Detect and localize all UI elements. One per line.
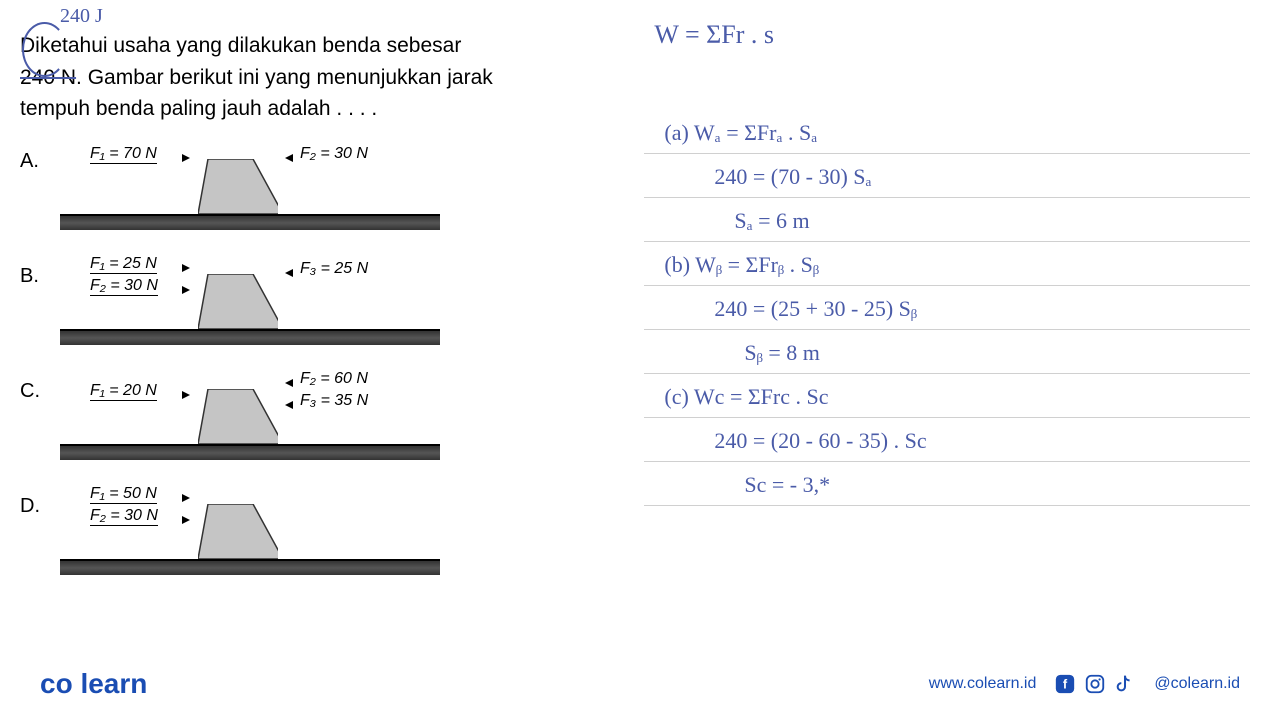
- trapezoid-c: [198, 389, 278, 444]
- diagram-a: F₁ = 70 N F₂ = 30 N: [60, 140, 440, 230]
- sol-b3: Sᵦ = 8 m: [644, 340, 1250, 374]
- ground-a: [60, 214, 440, 230]
- trapezoid-a: [198, 159, 278, 214]
- sol-c3: Sc = - 3,*: [644, 472, 1250, 506]
- social-icons: f: [1054, 673, 1136, 695]
- svg-text:f: f: [1063, 677, 1068, 692]
- q-line3: tempuh benda paling jauh adalah . . . .: [20, 97, 377, 120]
- tiktok-icon: [1114, 673, 1136, 695]
- footer-right: www.colearn.id f @colearn.id: [929, 673, 1240, 695]
- facebook-icon: f: [1054, 673, 1076, 695]
- force-b-f3: F₃ = 25 N: [300, 260, 368, 278]
- force-a-f1: F₁ = 70 N: [90, 145, 157, 164]
- footer-handle: @colearn.id: [1154, 675, 1240, 693]
- arrow-left-icon: [285, 150, 295, 168]
- top-annotation: 240 J: [60, 5, 103, 28]
- sol-a3: Sₐ = 6 m: [644, 208, 1250, 242]
- arrow-right-icon: [180, 512, 190, 530]
- option-c: C. F₁ = 20 N F₂ = 60 N F₃ = 35 N: [20, 370, 594, 460]
- ground-b: [60, 329, 440, 345]
- diagram-c: F₁ = 20 N F₂ = 60 N F₃ = 35 N: [60, 370, 440, 460]
- option-a-label: A.: [20, 140, 60, 173]
- force-c-f2: F₂ = 60 N: [300, 370, 368, 388]
- trapezoid-d: [198, 504, 278, 559]
- sol-c1: (c) Wc = ΣFrc . Sc: [644, 384, 1250, 418]
- circle-annotation: [22, 22, 67, 77]
- sol-a2: 240 = (70 - 30) Sₐ: [644, 164, 1250, 198]
- arrow-right-icon: [180, 490, 190, 508]
- q-line1: Diketahui usaha yang dilakukan benda seb…: [20, 34, 461, 57]
- force-b-f1: F₁ = 25 N: [90, 255, 157, 274]
- sol-c2: 240 = (20 - 60 - 35) . Sc: [644, 428, 1250, 462]
- trapezoid-b: [198, 274, 278, 329]
- arrow-left-icon: [285, 375, 295, 393]
- footer: co learn www.colearn.id f @colearn.id: [0, 668, 1280, 700]
- option-a: A. F₁ = 70 N F₂ = 30 N: [20, 140, 594, 230]
- right-panel: W = ΣFr . s (a) Wₐ = ΣFrₐ . Sₐ 240 = (70…: [614, 0, 1280, 720]
- ground-c: [60, 444, 440, 460]
- footer-url: www.colearn.id: [929, 675, 1037, 693]
- diagram-b: F₁ = 25 N F₂ = 30 N F₃ = 25 N: [60, 255, 440, 345]
- sol-b1: (b) Wᵦ = ΣFrᵦ . Sᵦ: [644, 252, 1250, 286]
- arrow-right-icon: [180, 387, 190, 405]
- option-d-label: D.: [20, 485, 60, 518]
- options-container: A. F₁ = 70 N F₂ = 30 N B. F₁ = 25 N F₂ =…: [20, 140, 594, 575]
- option-c-label: C.: [20, 370, 60, 403]
- work-equation: W = ΣFr . s: [654, 20, 1250, 50]
- force-c-f1: F₁ = 20 N: [90, 382, 157, 401]
- ground-d: [60, 559, 440, 575]
- sol-a1: (a) Wₐ = ΣFrₐ . Sₐ: [644, 120, 1250, 154]
- option-d: D. F₁ = 50 N F₂ = 30 N: [20, 485, 594, 575]
- logo: co learn: [40, 668, 147, 700]
- left-panel: 240 J Diketahui usaha yang dilakukan ben…: [0, 0, 614, 720]
- diagram-d: F₁ = 50 N F₂ = 30 N: [60, 485, 440, 575]
- force-d-f1: F₁ = 50 N: [90, 485, 157, 504]
- instagram-icon: [1084, 673, 1106, 695]
- force-b-f2: F₂ = 30 N: [90, 277, 158, 296]
- option-b-label: B.: [20, 255, 60, 288]
- force-d-f2: F₂ = 30 N: [90, 507, 158, 526]
- arrow-right-icon: [180, 150, 190, 168]
- q-line2: . Gambar berikut ini yang menunjukkan ja…: [76, 66, 493, 89]
- force-c-f3: F₃ = 35 N: [300, 392, 368, 410]
- sol-b2: 240 = (25 + 30 - 25) Sᵦ: [644, 296, 1250, 330]
- arrow-left-icon: [285, 397, 295, 415]
- arrow-left-icon: [285, 265, 295, 283]
- arrow-right-icon: [180, 282, 190, 300]
- option-b: B. F₁ = 25 N F₂ = 30 N F₃ = 25 N: [20, 255, 594, 345]
- arrow-right-icon: [180, 260, 190, 278]
- question-text: Diketahui usaha yang dilakukan benda seb…: [20, 30, 594, 125]
- force-a-f2: F₂ = 30 N: [300, 145, 368, 163]
